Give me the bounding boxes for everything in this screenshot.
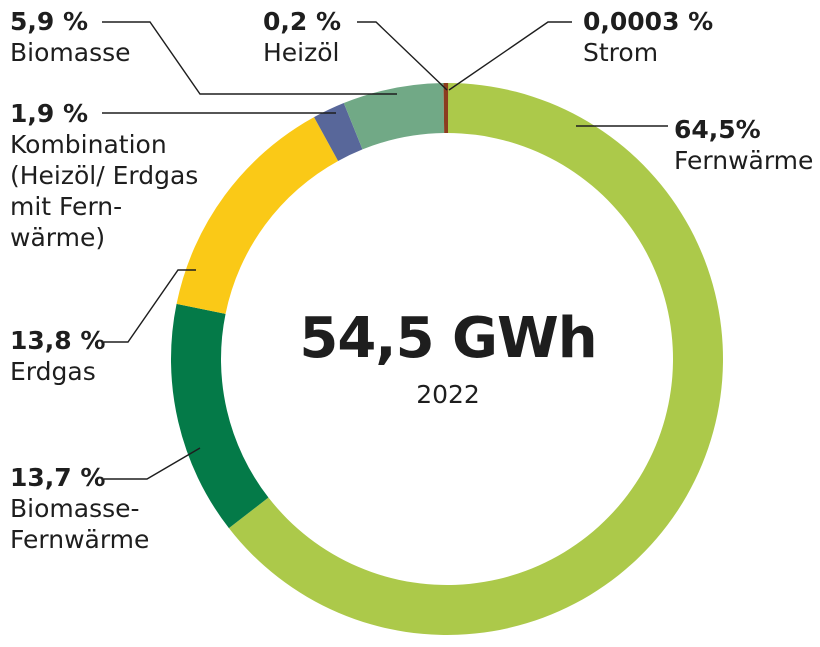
label-strom: 0,0003 % Strom	[583, 6, 713, 68]
label-biomasse-fernwaerme-pct: 13,7 %	[10, 463, 106, 492]
slice-kombination-heizöl-erdgas-mit-fernwärme	[314, 103, 363, 161]
label-biomasse: 5,9 % Biomasse	[10, 6, 131, 68]
label-fernwaerme-name: Fernwärme	[674, 146, 814, 175]
label-erdgas-name: Erdgas	[10, 357, 96, 386]
label-kombination-pct: 1,9 %	[10, 99, 89, 128]
leader-lines	[102, 21, 668, 480]
donut-slices	[171, 83, 724, 635]
slice-biomasse	[343, 83, 445, 150]
leader-erdgas	[104, 269, 196, 343]
label-biomasse-pct: 5,9 %	[10, 7, 89, 36]
center-total-label: 54,5 GWh	[299, 306, 597, 371]
label-kombination-name-4: wärme)	[10, 223, 106, 252]
label-heizoel-pct: 0,2 %	[263, 7, 342, 36]
label-erdgas: 13,8 % Erdgas	[10, 325, 105, 387]
leader-strom	[448, 21, 572, 91]
center-year-label: 2022	[416, 380, 480, 409]
label-biomasse-fernwaerme-name-2: Fernwärme	[10, 525, 150, 554]
label-kombination-name-1: Kombination	[10, 130, 167, 159]
label-strom-name: Strom	[583, 38, 659, 67]
slice-erdgas	[176, 117, 339, 314]
leader-heizoel	[357, 21, 448, 91]
label-strom-pct: 0,0003 %	[583, 7, 714, 36]
label-fernwaerme: 64,5% Fernwärme	[674, 114, 813, 176]
label-kombination-name-2: (Heizöl/ Erdgas	[10, 161, 199, 190]
slice-biomasse-fernwärme	[171, 303, 269, 529]
label-fernwaerme-pct: 64,5%	[674, 115, 761, 144]
label-heizoel-name: Heizöl	[263, 38, 340, 67]
label-heizoel: 0,2 % Heizöl	[263, 6, 341, 68]
label-biomasse-name: Biomasse	[10, 38, 131, 67]
leader-biomasse	[102, 21, 397, 95]
label-kombination: 1,9 % Kombination (Heizöl/ Erdgas mit Fe…	[10, 98, 198, 253]
label-erdgas-pct: 13,8 %	[10, 326, 106, 355]
label-kombination-name-3: mit Fern-	[10, 192, 123, 221]
label-biomasse-fernwaerme: 13,7 % Biomasse- Fernwärme	[10, 462, 149, 555]
leader-biomasse-fernwaerme	[104, 447, 201, 480]
label-biomasse-fernwaerme-name-1: Biomasse-	[10, 494, 140, 523]
